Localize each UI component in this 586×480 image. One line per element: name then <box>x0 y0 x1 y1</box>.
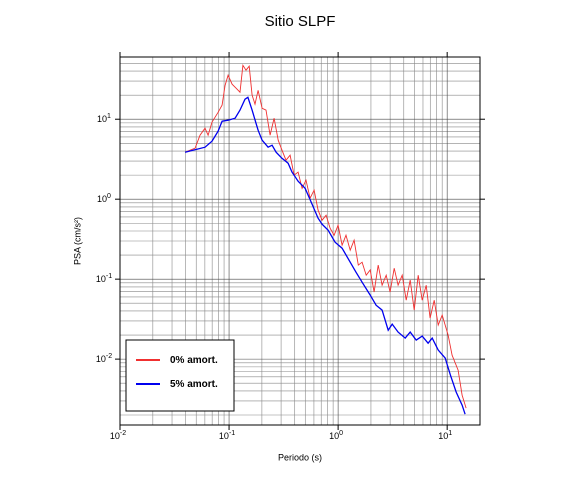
tick-label: 100 <box>329 430 343 441</box>
tick-base: 10 <box>219 431 229 441</box>
y-axis-label: PSA (cm/s²) <box>72 217 82 265</box>
plot-frame <box>119 56 481 426</box>
tick-base: 10 <box>438 431 448 441</box>
tick-label: 10-1 <box>219 430 235 441</box>
tick-base: 10 <box>97 194 107 204</box>
chart-title: Sitio SLPF <box>265 13 336 30</box>
series-line <box>184 96 466 415</box>
tick-label: 10-2 <box>96 353 112 364</box>
tick-exponent: 0 <box>107 193 111 200</box>
tick-exponent: -2 <box>106 353 112 360</box>
tick-exponent: 0 <box>339 430 343 437</box>
x-axis-label: Periodo (s) <box>278 452 322 462</box>
legend-box <box>125 339 235 412</box>
tick-label: 101 <box>438 430 452 441</box>
legend-label: 5% amort. <box>170 379 218 390</box>
tick-base: 10 <box>96 274 106 284</box>
tick-exponent: -1 <box>106 273 112 280</box>
tick-exponent: -2 <box>120 430 126 437</box>
tick-exponent: -1 <box>229 430 235 437</box>
series-line <box>184 63 467 409</box>
tick-base: 10 <box>329 431 339 441</box>
tick-base: 10 <box>110 431 120 441</box>
tick-base: 10 <box>97 114 107 124</box>
tick-label: 101 <box>97 113 111 124</box>
tick-label: 100 <box>97 193 111 204</box>
tick-exponent: 1 <box>107 113 111 120</box>
legend-label: 0% amort. <box>170 355 218 366</box>
tick-label: 10-2 <box>110 430 126 441</box>
tick-label: 10-1 <box>96 273 112 284</box>
tick-exponent: 1 <box>448 430 452 437</box>
tick-base: 10 <box>96 354 106 364</box>
